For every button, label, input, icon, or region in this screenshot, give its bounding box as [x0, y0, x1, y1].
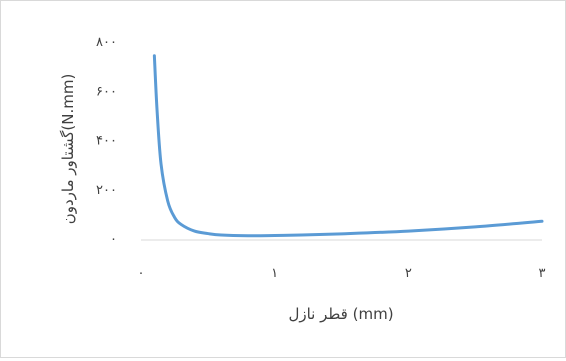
y-tick-label: ۲۰۰: [96, 183, 117, 198]
y-tick-label: ۴۰۰: [96, 134, 117, 149]
x-tick-label: ۰: [138, 266, 145, 281]
y-axis-tick-labels: ۰ ۲۰۰ ۴۰۰ ۶۰۰ ۸۰۰: [96, 35, 117, 247]
x-axis-tick-labels: ۰ ۱ ۲ ۳: [138, 266, 546, 281]
x-tick-label: ۱: [271, 266, 278, 281]
y-tick-label: ۰: [110, 232, 117, 247]
y-tick-label: ۸۰۰: [96, 35, 117, 50]
x-axis-title: قطر نازل (mm): [288, 305, 393, 323]
y-axis-title: گشتاور ماردون(N.mm): [59, 74, 77, 225]
x-tick-label: ۲: [405, 266, 412, 281]
y-tick-label: ۶۰۰: [96, 84, 117, 99]
series-layer: [152, 54, 544, 238]
series-line: [152, 54, 544, 238]
x-tick-label: ۳: [539, 266, 546, 281]
